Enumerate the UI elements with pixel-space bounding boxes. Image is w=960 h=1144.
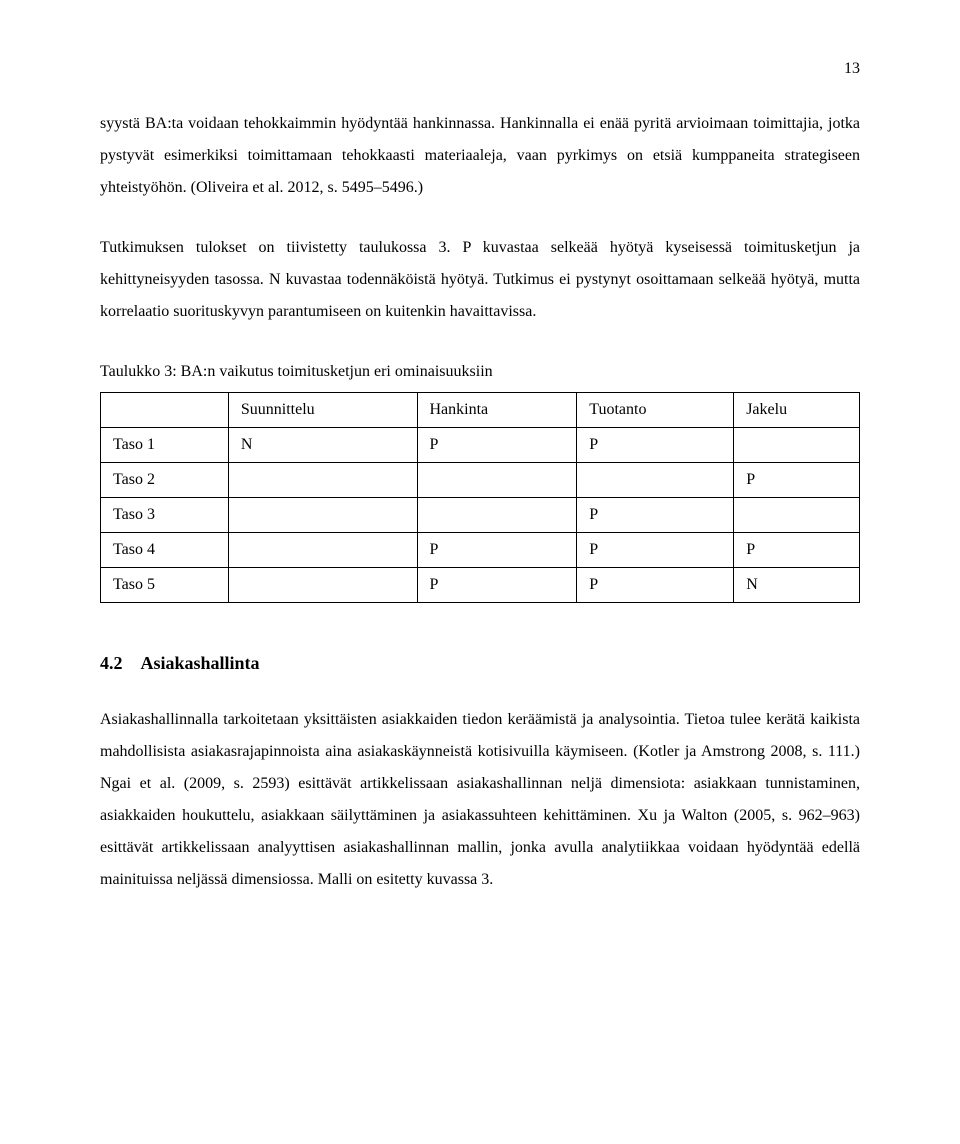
page: 13 syystä BA:ta voidaan tehokkaimmin hyö… — [0, 0, 960, 984]
table-cell: P — [577, 533, 734, 568]
table-cell: P — [577, 498, 734, 533]
table-row: Taso 4 P P P — [101, 533, 860, 568]
section-title: Asiakashallinta — [141, 653, 260, 673]
table-cell: N — [228, 428, 417, 463]
table-cell: P — [417, 428, 577, 463]
page-number: 13 — [100, 60, 860, 78]
paragraph-2: Tutkimuksen tulokset on tiivistetty taul… — [100, 232, 860, 328]
table-cell: Taso 4 — [101, 533, 229, 568]
table-cell — [417, 463, 577, 498]
table-cell: Taso 3 — [101, 498, 229, 533]
table-cell: Taso 2 — [101, 463, 229, 498]
table-cell — [417, 498, 577, 533]
section-number: 4.2 — [100, 653, 123, 674]
table-cell: P — [577, 428, 734, 463]
table-header-row: Suunnittelu Hankinta Tuotanto Jakelu — [101, 393, 860, 428]
table: Suunnittelu Hankinta Tuotanto Jakelu Tas… — [100, 392, 860, 603]
table-header-cell — [101, 393, 229, 428]
table-cell: P — [577, 568, 734, 603]
table-cell: P — [734, 533, 860, 568]
table-cell: N — [734, 568, 860, 603]
table-cell: Taso 1 — [101, 428, 229, 463]
table-cell — [734, 498, 860, 533]
table-header-cell: Tuotanto — [577, 393, 734, 428]
table-header-cell: Hankinta — [417, 393, 577, 428]
table-cell — [228, 568, 417, 603]
paragraph-3: Asiakashallinnalla tarkoitetaan yksittäi… — [100, 704, 860, 896]
table-caption: Taulukko 3: BA:n vaikutus toimitusketjun… — [100, 356, 860, 388]
table-cell — [734, 428, 860, 463]
table-cell — [228, 498, 417, 533]
table-header-cell: Jakelu — [734, 393, 860, 428]
table-cell: P — [417, 568, 577, 603]
table-row: Taso 1 N P P — [101, 428, 860, 463]
table-header-cell: Suunnittelu — [228, 393, 417, 428]
table-cell — [228, 533, 417, 568]
table-row: Taso 5 P P N — [101, 568, 860, 603]
section-heading: 4.2 Asiakashallinta — [100, 653, 860, 674]
table-row: Taso 2 P — [101, 463, 860, 498]
table-cell — [577, 463, 734, 498]
table-cell — [228, 463, 417, 498]
table-cell: P — [417, 533, 577, 568]
table-cell: Taso 5 — [101, 568, 229, 603]
table-cell: P — [734, 463, 860, 498]
paragraph-1: syystä BA:ta voidaan tehokkaimmin hyödyn… — [100, 108, 860, 204]
table-row: Taso 3 P — [101, 498, 860, 533]
